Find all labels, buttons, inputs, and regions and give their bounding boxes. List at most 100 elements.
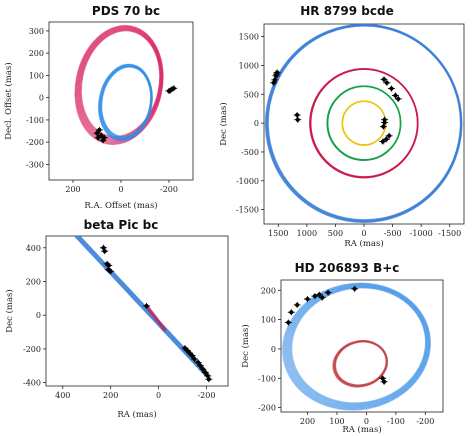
orbit-1: [100, 65, 152, 139]
orbit-0: [265, 24, 463, 223]
orbit-1: [334, 341, 387, 386]
y-axis-label: Dec (mas): [4, 289, 15, 332]
orbit-0: [284, 283, 430, 409]
orbit-0: [289, 286, 427, 405]
data-point: [394, 95, 402, 102]
x-tick-label: 400: [55, 391, 70, 400]
y-tick-label: 100: [261, 316, 276, 325]
orbit-0: [288, 285, 428, 406]
x-axis-label: RA (mas): [344, 238, 383, 249]
data-point: [382, 136, 390, 143]
y-tick-label: -100: [26, 116, 44, 125]
data-point: [107, 268, 115, 275]
orbit-2: [326, 85, 402, 161]
orbit-1: [309, 68, 419, 179]
data-point: [380, 76, 388, 83]
orbit-2: [327, 85, 401, 161]
orbit-2: [327, 85, 401, 161]
orbit-1: [310, 68, 418, 178]
data-point: [196, 362, 204, 369]
orbit-0: [267, 25, 462, 221]
data-point: [379, 138, 387, 145]
orbit-0: [286, 285, 429, 407]
orbit-0: [291, 287, 427, 404]
orbit-1: [334, 340, 388, 387]
data-point: [385, 132, 393, 139]
y-tick-label: -200: [26, 138, 44, 147]
y-axis-label: Decl. Offset (mas): [3, 62, 14, 139]
data-layer: [74, 236, 213, 383]
data-point: [315, 291, 323, 298]
plot-frame: [280, 279, 444, 413]
data-point: [293, 301, 301, 308]
y-tick-label: 0: [39, 94, 44, 103]
orbit-0: [77, 27, 162, 141]
orbit-1: [309, 68, 419, 179]
x-tick-label: -200: [160, 185, 178, 194]
orbit-0: [287, 285, 428, 407]
x-tick-label: -1500: [438, 229, 461, 238]
y-tick-label: 200: [26, 278, 41, 287]
orbit-1: [309, 68, 419, 179]
y-tick-label: -1000: [236, 177, 259, 186]
orbit-0: [267, 25, 462, 221]
y-tick-label: -300: [26, 160, 44, 169]
x-tick-label: -100: [387, 417, 405, 426]
plot-frame: [263, 23, 465, 225]
orbit-1: [100, 66, 152, 138]
orbit-0: [267, 25, 462, 221]
tick-labels: 400 200 0 -200 400 200 0 -200 -400: [23, 244, 215, 400]
orbit-1: [309, 68, 419, 178]
orbit-0: [79, 29, 162, 139]
data-point: [293, 112, 301, 119]
data-point: [351, 285, 359, 292]
orbit-0: [266, 24, 462, 222]
panel-betapic: beta Pic bc 400 200 0 -200 400 200 0 -200 -400 R…: [4, 218, 229, 420]
data-point: [105, 262, 113, 269]
data-point: [387, 85, 395, 92]
data-point: [95, 126, 103, 133]
plot-area: [282, 282, 431, 411]
orbit-1: [100, 65, 152, 138]
orbit-0: [76, 26, 163, 143]
orbit-1: [333, 340, 388, 387]
data-point: [273, 71, 281, 78]
orbit-0: [80, 30, 161, 137]
plot-area: [74, 24, 178, 146]
orbit-1: [99, 65, 152, 139]
orbit-0: [78, 28, 162, 141]
orbit-0: [289, 286, 428, 406]
x-tick-label: 100: [329, 417, 344, 426]
orbit-1: [310, 68, 418, 178]
y-tick-label: 0: [36, 311, 41, 320]
orbit-2: [326, 85, 402, 161]
y-tick-label: 200: [261, 286, 276, 295]
orbit-0: [266, 24, 462, 222]
orbit-1: [333, 340, 388, 387]
orbit-0: [74, 25, 164, 145]
orbit-2: [326, 85, 402, 161]
orbit-0: [290, 287, 427, 404]
orbit-0: [282, 282, 431, 411]
orbit-1: [309, 67, 419, 179]
data-point: [205, 376, 213, 383]
orbit-1: [310, 68, 419, 178]
orbit-0: [75, 25, 164, 144]
orbit-0: [266, 24, 462, 222]
x-axis-label: RA (mas): [117, 409, 156, 420]
orbit-0: [283, 283, 431, 410]
orbit-0: [265, 24, 463, 223]
panel-title: beta Pic bc: [84, 218, 159, 232]
y-tick-label: -500: [241, 148, 259, 157]
orbit-2: [326, 85, 402, 161]
panel-hd206893: HD 206893 B+c 200 100 0 -100 -200 200 100 0 -100…: [240, 261, 444, 435]
orbit-1: [332, 340, 388, 388]
data-layer: [74, 24, 178, 146]
orbit-1: [309, 68, 419, 179]
orbit-2: [326, 85, 402, 161]
data-point: [165, 87, 173, 94]
orbit-0: [285, 284, 430, 408]
orbit-1: [98, 64, 153, 141]
orbit-2: [326, 85, 402, 161]
panel-pds70: PDS 70 bc 200 0 -200 300 200 100 0 -100 -200 -300…: [3, 4, 194, 211]
